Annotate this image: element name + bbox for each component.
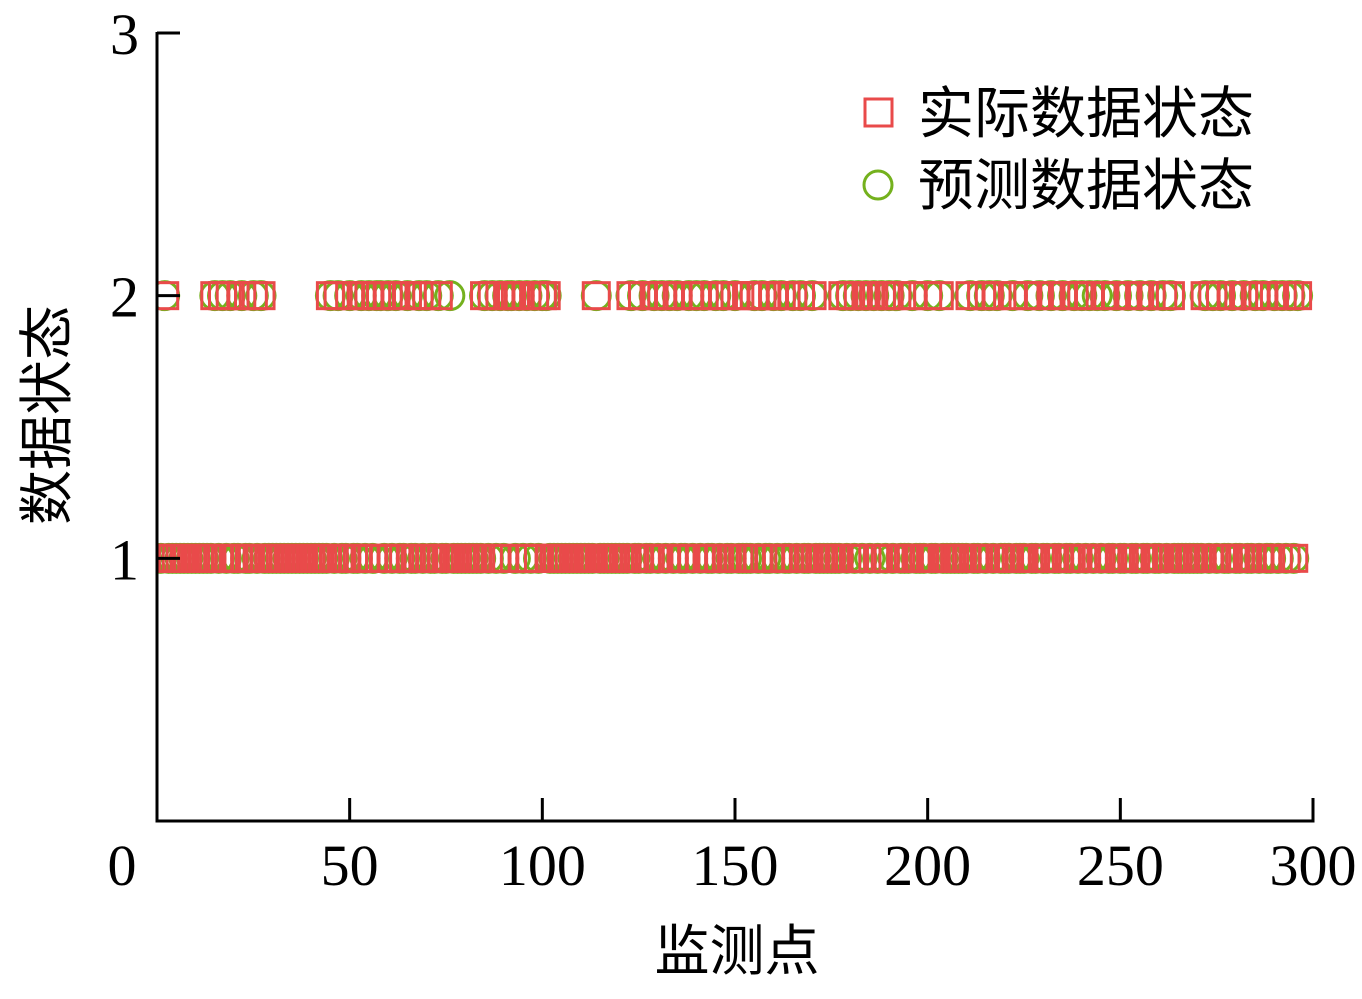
x-axis-title: 监测点 <box>654 921 819 982</box>
actual-data-point <box>847 543 877 573</box>
actual-data-point <box>982 281 1012 311</box>
x-tick-label: 200 <box>884 833 971 898</box>
x-tick-label: 100 <box>499 833 586 898</box>
actual-series <box>158 281 1313 573</box>
actual-data-point <box>1155 281 1185 311</box>
predicted-data-point <box>580 280 612 312</box>
actual-data-point <box>1283 281 1313 311</box>
x-tick-label: 250 <box>1077 833 1164 898</box>
legend-square-icon <box>863 97 894 128</box>
legend-label-predicted: 预测数据状态 <box>918 156 1254 218</box>
legend-label-actual: 实际数据状态 <box>918 84 1254 146</box>
x-tick-label: 300 <box>1270 833 1357 898</box>
y-tick-label: 2 <box>110 265 139 330</box>
x-tick-label: 0 <box>108 833 137 898</box>
plot-area <box>158 280 1314 574</box>
y-axis-title: 数据状态 <box>17 305 78 525</box>
actual-data-point <box>531 281 561 311</box>
x-tick-label: 150 <box>692 833 779 898</box>
predicted-series <box>158 280 1314 574</box>
predicted-data-point <box>245 280 277 312</box>
x-tick-label: 50 <box>321 833 379 898</box>
predicted-data-point <box>1154 280 1186 312</box>
y-tick-label: 3 <box>110 2 139 67</box>
actual-data-point <box>423 281 453 311</box>
actual-data-point <box>797 281 827 311</box>
actual-data-point <box>581 281 611 311</box>
actual-data-point <box>246 281 276 311</box>
y-axis: 1 2 3 <box>110 2 180 592</box>
actual-data-point <box>1279 543 1309 573</box>
legend: 实际数据状态 预测数据状态 <box>862 84 1254 218</box>
legend-circle-icon <box>862 169 894 201</box>
y-tick-label: 1 <box>110 527 139 592</box>
actual-data-point <box>882 281 912 311</box>
actual-data-point <box>924 281 954 311</box>
x-axis: 0 50 100 150 200 250 300 <box>108 798 1357 898</box>
